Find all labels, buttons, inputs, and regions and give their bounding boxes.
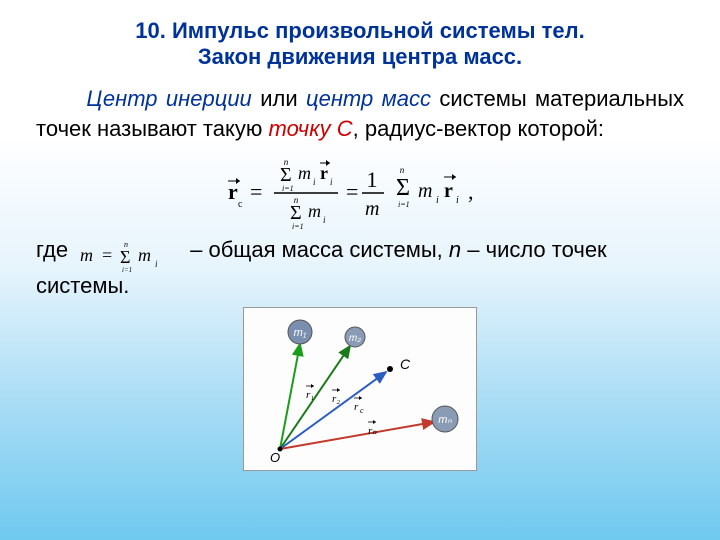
svg-text:i=1: i=1 — [398, 200, 410, 209]
vector-rn — [280, 422, 434, 449]
point-c — [387, 366, 393, 372]
center-mass: центр масс — [306, 86, 431, 111]
title-block: 10. Импульс произвольной системы тел. За… — [0, 0, 720, 80]
svg-text:m: m — [80, 245, 93, 265]
formula-main: r c = n Σ i=1 m i r i n Σ i=1 m i = — [0, 153, 720, 231]
svg-text:i: i — [155, 259, 158, 269]
svg-text:c: c — [360, 406, 364, 415]
svg-text:r: r — [444, 180, 453, 202]
diagram-box: m₁ m₂ mₙ C O r₁ r₂ rc rₙ — [243, 307, 477, 471]
svg-text:i: i — [436, 195, 439, 206]
svg-text:m: m — [298, 163, 311, 183]
svg-text:Σ: Σ — [396, 175, 410, 201]
svg-text:m: m — [365, 198, 379, 220]
svg-text:Σ: Σ — [280, 164, 292, 186]
svg-text:i: i — [323, 215, 326, 225]
point-c: точку С — [268, 116, 352, 141]
diagram-svg: m₁ m₂ mₙ C O r₁ r₂ rc rₙ — [250, 314, 470, 464]
svg-text:c: c — [238, 199, 243, 210]
text-or: или — [252, 86, 306, 111]
svg-text:,: , — [468, 179, 474, 204]
svg-text:i=1: i=1 — [282, 184, 294, 193]
svg-text:r: r — [228, 179, 238, 204]
label-m2: m₂ — [349, 333, 361, 344]
svg-text:r: r — [320, 163, 328, 183]
center-inertia: Центр инерции — [86, 86, 251, 111]
label-mn: mₙ — [438, 414, 452, 426]
svg-text:i: i — [330, 177, 333, 187]
text-after2: радиус-вектор которой: — [359, 116, 604, 141]
label-rc: r — [354, 401, 359, 413]
label-r1: r₁ — [306, 389, 314, 401]
svg-text:m: m — [418, 180, 432, 202]
vector-rc — [280, 372, 386, 449]
svg-text:=: = — [250, 179, 262, 204]
svg-text:m: m — [308, 201, 321, 221]
n-var: n — [449, 237, 461, 262]
where-label: где — [36, 237, 68, 263]
svg-text:i=1: i=1 — [292, 222, 304, 231]
svg-text:Σ: Σ — [120, 247, 130, 267]
svg-text:n: n — [400, 165, 405, 175]
paragraph: Центр инерции или центр масс системы мат… — [0, 80, 720, 143]
title-line-1: 10. Импульс произвольной системы тел. — [127, 18, 592, 44]
desc-pre: – общая масса системы, — [190, 237, 449, 262]
label-rn: rₙ — [368, 425, 377, 437]
system-line: системы. — [0, 273, 720, 299]
formula-svg: r c = n Σ i=1 m i r i n Σ i=1 m i = — [220, 153, 500, 231]
title-line-2: Закон движения центра масс. — [190, 44, 530, 70]
label-o: O — [270, 450, 280, 464]
svg-text:i: i — [313, 177, 316, 187]
svg-text:=: = — [346, 179, 358, 204]
svg-text:i: i — [456, 195, 459, 206]
where-formula: m = n Σ i=1 m i — [76, 237, 176, 273]
where-desc: – общая масса системы, n – число точек — [190, 237, 607, 263]
svg-text:1: 1 — [367, 167, 378, 192]
svg-text:i=1: i=1 — [122, 266, 132, 273]
label-c: C — [400, 356, 411, 372]
diagram-container: m₁ m₂ mₙ C O r₁ r₂ rc rₙ — [0, 307, 720, 476]
desc-post: – число точек — [461, 237, 607, 262]
svg-text:m: m — [138, 245, 151, 265]
label-r2: r₂ — [332, 393, 340, 405]
where-row: где m = n Σ i=1 m i – общая масса систем… — [0, 237, 720, 273]
svg-text:=: = — [102, 245, 112, 265]
svg-text:Σ: Σ — [290, 202, 302, 224]
label-m1: m₁ — [294, 327, 307, 339]
